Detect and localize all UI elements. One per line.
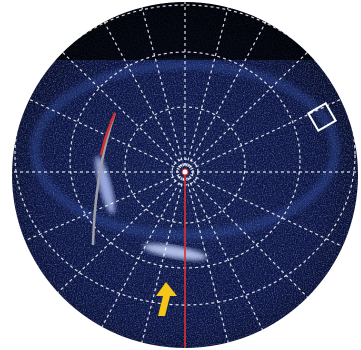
grid-line bbox=[184, 171, 271, 346]
grid-line bbox=[49, 39, 186, 173]
grid-line bbox=[184, 171, 231, 348]
grid-line bbox=[49, 171, 186, 301]
grid-line bbox=[14, 171, 186, 246]
dark-top bbox=[12, 2, 358, 60]
grid-line bbox=[184, 4, 276, 173]
grid-line bbox=[94, 171, 186, 341]
grid-line bbox=[184, 39, 321, 173]
grid-line bbox=[139, 171, 186, 348]
zenith-marker bbox=[181, 168, 189, 176]
scan-arc-highlight bbox=[99, 112, 117, 156]
aurora-bottom bbox=[143, 243, 207, 261]
field-marker bbox=[306, 101, 338, 133]
grid-line bbox=[184, 171, 351, 251]
grid-line bbox=[94, 4, 186, 173]
grid-circle bbox=[14, 4, 356, 306]
grid-line bbox=[184, 171, 321, 311]
grid-line bbox=[19, 94, 186, 173]
arrow bbox=[156, 282, 177, 316]
grid-line bbox=[184, 94, 351, 173]
